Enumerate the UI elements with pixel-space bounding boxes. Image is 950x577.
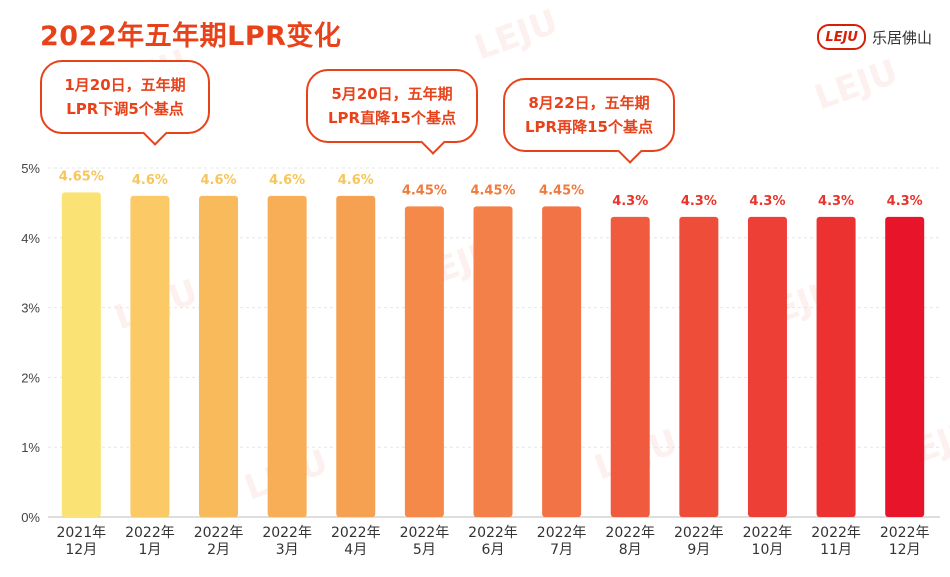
bar	[473, 206, 513, 517]
bar-value-label: 4.65%	[59, 169, 104, 184]
bar	[199, 195, 239, 518]
bars	[61, 192, 925, 518]
bar-value-label: 4.3%	[749, 194, 785, 209]
x-tick-label: 2022年 5月	[400, 525, 450, 558]
callout-jan-line1: 1月20日，五年期	[64, 76, 186, 94]
bar-value-label: 4.45%	[402, 183, 447, 198]
x-tick-label: 2022年 2月	[194, 525, 244, 558]
watermark: LEJU	[809, 52, 903, 119]
x-tick-label: 2022年 12月	[880, 525, 930, 558]
callout-may-line1: 5月20日，五年期	[331, 85, 453, 103]
bar	[267, 195, 307, 518]
x-tick-label: 2022年 3月	[262, 525, 312, 558]
bar	[747, 216, 787, 518]
bar	[816, 216, 856, 518]
bar-value-label: 4.3%	[887, 194, 923, 209]
bar	[61, 192, 101, 517]
x-tick-label: 2021年 12月	[56, 525, 106, 558]
watermark: LEJU	[469, 2, 563, 69]
bar-value-label: 4.6%	[201, 173, 237, 188]
x-tick-label: 2022年 8月	[605, 525, 655, 558]
bar	[404, 206, 444, 517]
x-tick-label: 2022年 4月	[331, 525, 381, 558]
callout-jan-line2: LPR下调5个基点	[66, 100, 184, 118]
leju-logo-icon: LEJU	[817, 24, 866, 50]
bar-value-label: 4.3%	[818, 194, 854, 209]
chart-title: 2022年五年期LPR变化	[40, 21, 342, 52]
x-tick-label: 2022年 7月	[537, 525, 587, 558]
bar-value-label: 4.45%	[539, 183, 584, 198]
x-tick-label: 2022年 11月	[811, 525, 861, 558]
y-axis: 0% 1% 2% 3% 4% 5%	[21, 161, 40, 525]
callout-aug: 8月22日，五年期 LPR再降15个基点	[503, 78, 675, 164]
callout-may: 5月20日，五年期 LPR直降15个基点	[306, 69, 478, 155]
x-tick-label: 2022年 6月	[468, 525, 518, 558]
callout-jan: 1月20日，五年期 LPR下调5个基点	[40, 60, 210, 146]
bar-value-label: 4.45%	[470, 183, 515, 198]
bar-value-label: 4.3%	[681, 194, 717, 209]
bar-value-label: 4.6%	[338, 173, 374, 188]
x-tick-label: 2022年 1月	[125, 525, 175, 558]
brand-logo: LEJU 乐居佛山	[817, 24, 932, 50]
callout-aug-line1: 8月22日，五年期	[528, 94, 650, 112]
bar	[885, 216, 925, 518]
y-tick-label: 2%	[21, 370, 40, 385]
bar	[336, 195, 376, 518]
y-tick-label: 5%	[21, 161, 40, 176]
brand-name: 乐居佛山	[871, 28, 932, 47]
bar	[610, 216, 650, 518]
bar	[679, 216, 719, 518]
x-tick-label: 2022年 10月	[743, 525, 793, 558]
bar-value-label: 4.6%	[269, 173, 305, 188]
callout-may-line2: LPR直降15个基点	[328, 109, 456, 127]
callout-aug-line2: LPR再降15个基点	[525, 118, 653, 136]
bar-value-label: 4.3%	[612, 194, 648, 209]
bar	[542, 206, 582, 517]
y-tick-label: 0%	[21, 510, 40, 525]
y-tick-label: 3%	[21, 301, 40, 316]
x-axis: 2021年 12月 2022年 1月 2022年 2月 2022年 3月 2022年 4月 2022…	[56, 525, 929, 558]
y-tick-label: 4%	[21, 231, 40, 246]
bar-value-label: 4.6%	[132, 173, 168, 188]
bar	[130, 195, 170, 518]
x-tick-label: 2022年 9月	[674, 525, 724, 558]
value-labels: 4.65% 4.6% 4.6% 4.6% 4.6% 4.45% 4.45% 4.45% 4.3%…	[59, 169, 923, 208]
y-tick-label: 1%	[21, 440, 40, 455]
